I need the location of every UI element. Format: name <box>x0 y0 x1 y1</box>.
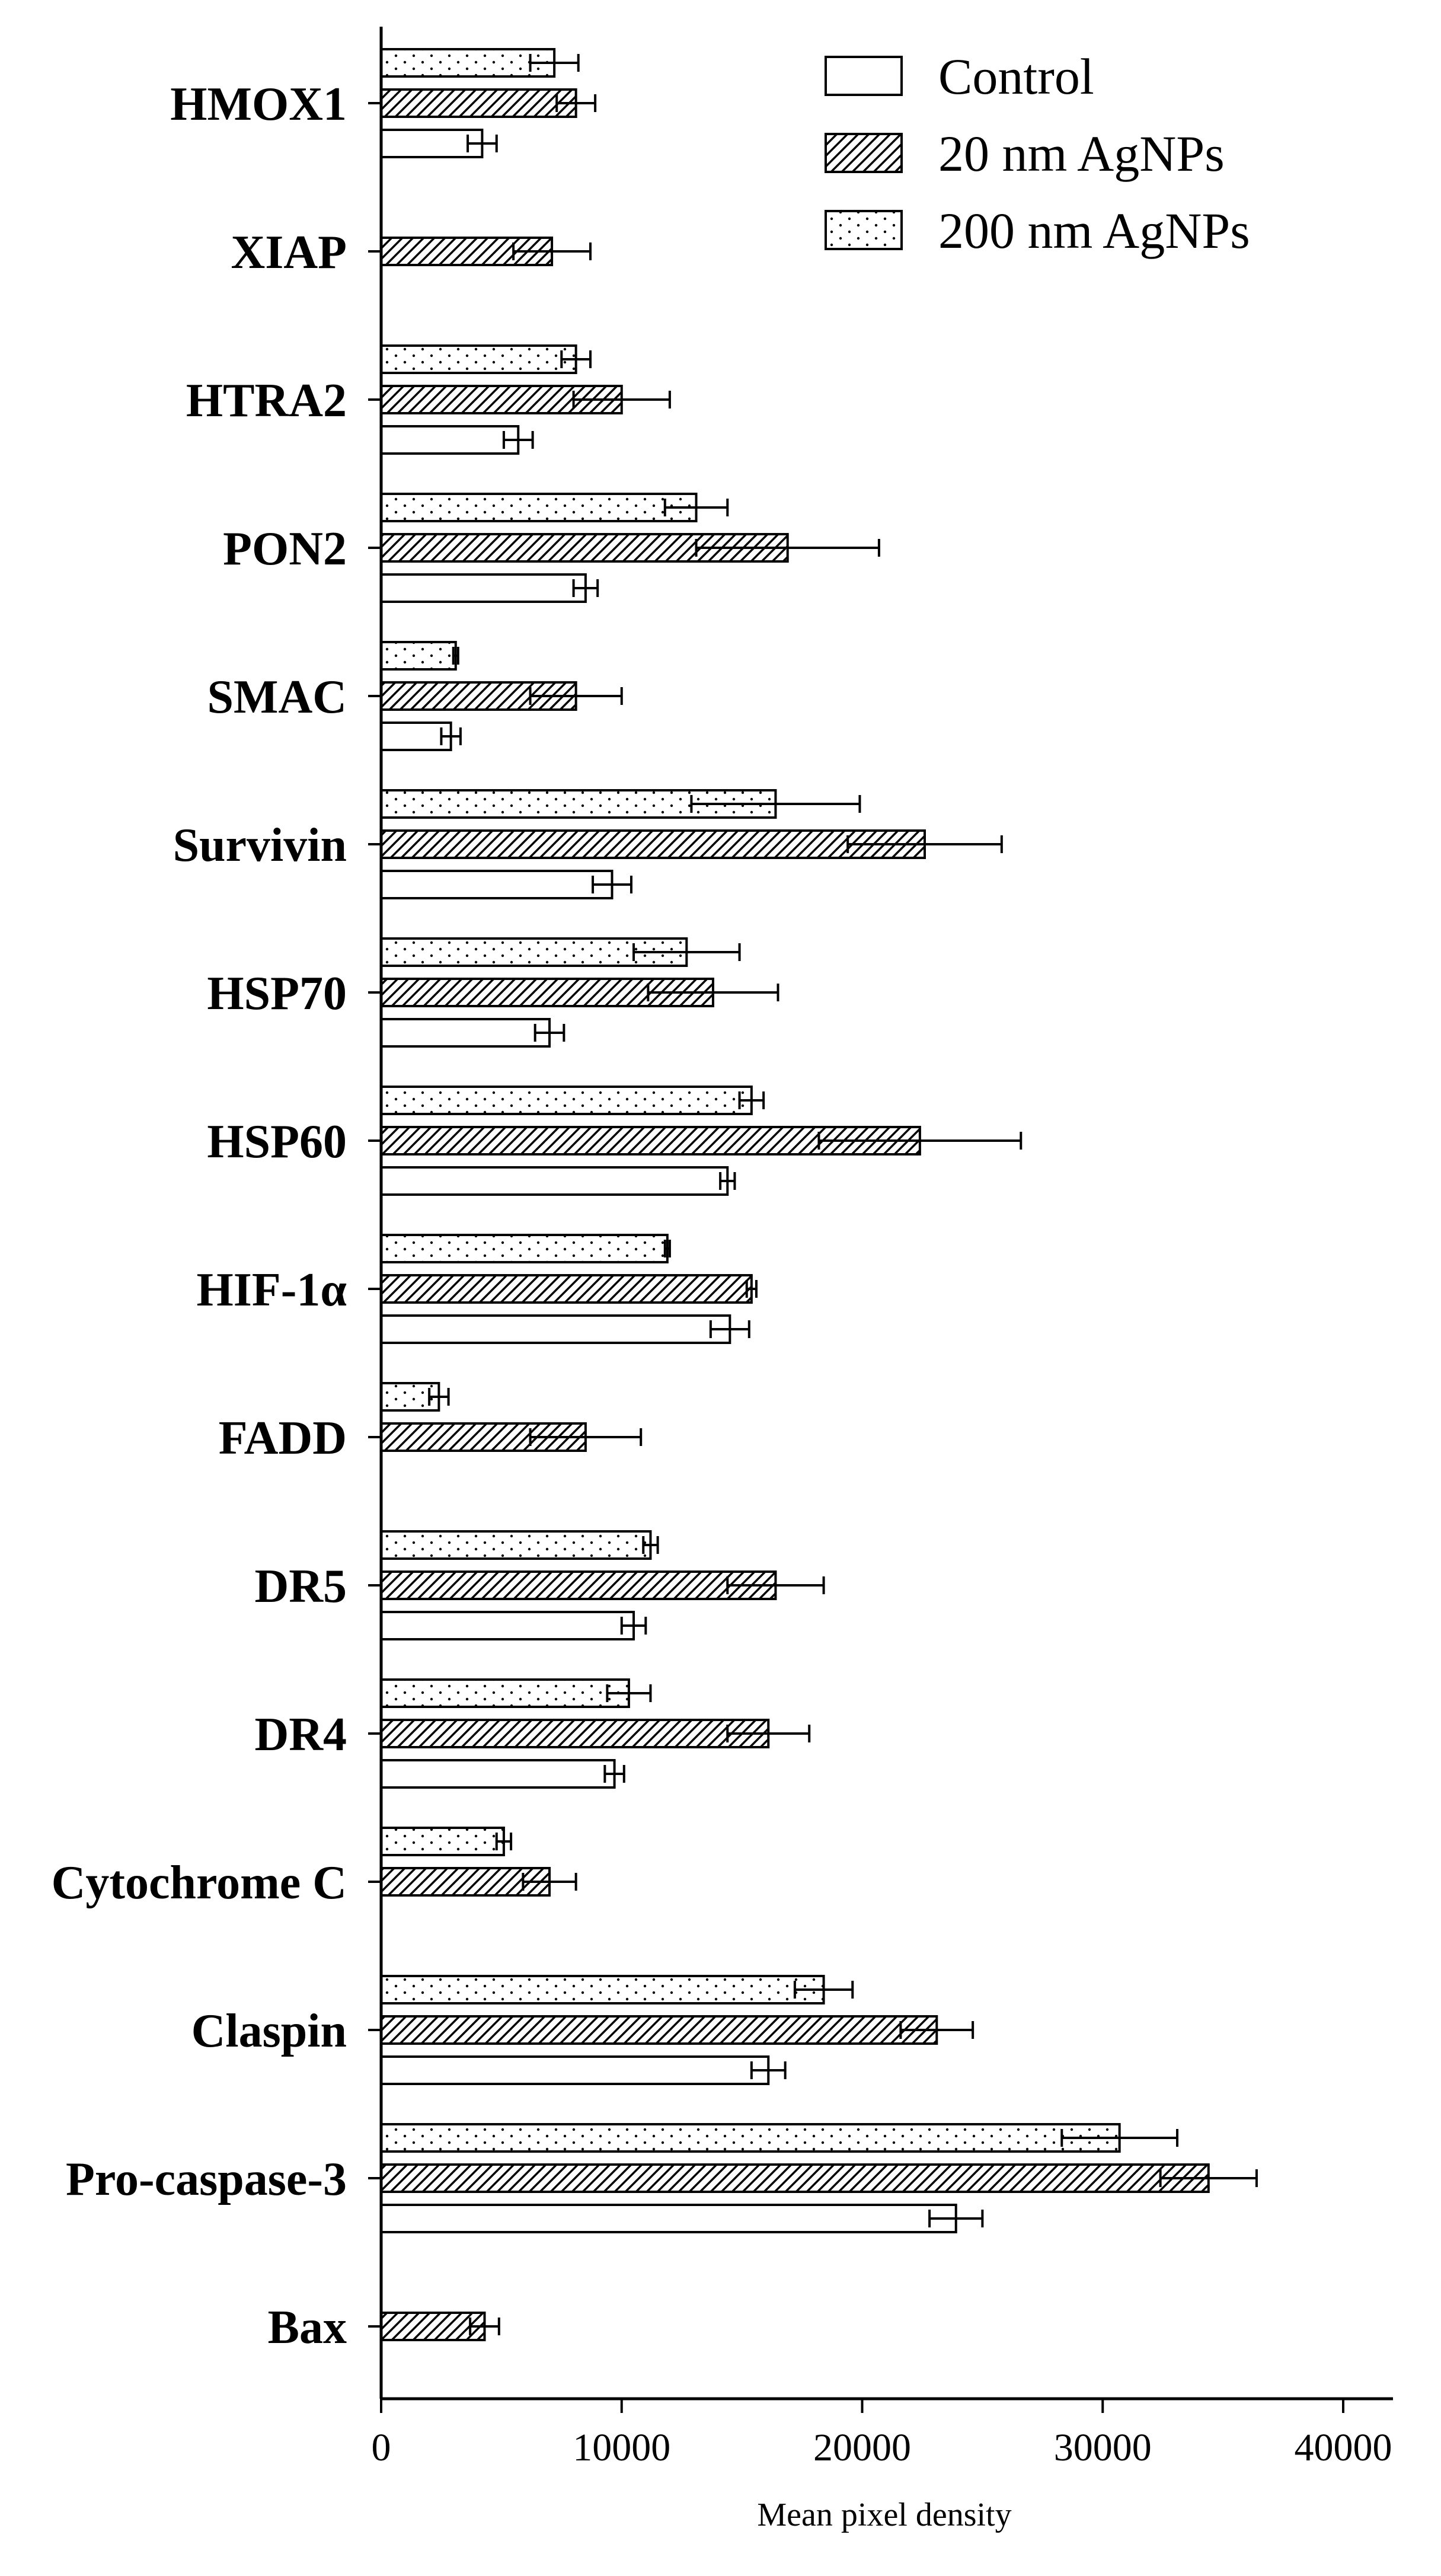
y-ticks <box>368 102 381 2328</box>
category-label-hsp60: HSP60 <box>207 1116 347 1168</box>
bar-200-nm-agnps-hmox1 <box>380 48 556 78</box>
category-label-claspin: Claspin <box>191 2005 347 2057</box>
category-label-smac: SMAC <box>207 671 347 723</box>
bar-20-nm-agnps-survivin <box>380 829 926 859</box>
category-label-survivin: Survivin <box>173 819 347 872</box>
bar-control-hif-1 <box>380 1314 731 1344</box>
x-axis-title: Mean pixel density <box>757 2497 1011 2533</box>
legend-label-200-nm-agnps: 200 nm AgNPs <box>938 202 1250 259</box>
category-label-cytochrome-c: Cytochrome C <box>52 1857 347 1909</box>
bar-200-nm-agnps-dr4 <box>380 1678 630 1708</box>
bar-control-claspin <box>380 2055 770 2085</box>
bar-200-nm-agnps-dr5 <box>380 1530 652 1560</box>
category-label-pon2: PON2 <box>223 523 347 575</box>
category-label-hif-1: HIF-1α <box>196 1264 347 1316</box>
x-tick-label-3: 30000 <box>1054 2426 1152 2469</box>
bar-200-nm-agnps-cytochrome-c <box>380 1827 505 1856</box>
category-label-dr4: DR4 <box>254 1709 347 1761</box>
category-label-hmox1: HMOX1 <box>170 78 347 130</box>
bar-control-dr4 <box>380 1759 616 1789</box>
bar-200-nm-agnps-smac <box>380 641 457 671</box>
bar-20-nm-agnps-pro-caspase-3 <box>380 2163 1210 2193</box>
bar-control-pro-caspase-3 <box>380 2204 957 2233</box>
legend-swatch-control <box>825 56 903 96</box>
category-label-htra2: HTRA2 <box>186 375 347 427</box>
legend-swatch-20-nm-agnps <box>825 133 903 173</box>
bar-200-nm-agnps-hsp60 <box>380 1086 753 1115</box>
bar-20-nm-agnps-dr4 <box>380 1719 770 1748</box>
bar-20-nm-agnps-hif-1 <box>380 1274 753 1304</box>
bar-control-hsp70 <box>380 1018 551 1048</box>
legend-label-control: Control <box>938 48 1094 105</box>
legend: Control 20 nm AgNPs 200 nm AgNPs <box>825 48 1250 259</box>
bar-control-dr5 <box>380 1611 635 1640</box>
bar-control-htra2 <box>380 425 520 455</box>
bar-20-nm-agnps-hmox1 <box>380 88 577 118</box>
x-ticks <box>380 2399 1344 2413</box>
bar-20-nm-agnps-bax <box>380 2312 486 2341</box>
error-bars-layer <box>428 54 1258 2335</box>
bar-200-nm-agnps-hif-1 <box>380 1234 669 1263</box>
x-tick-label-2: 20000 <box>813 2426 911 2469</box>
category-label-xiap: XIAP <box>231 226 347 279</box>
category-labels: HMOX1 XIAP HTRA2 PON2 SMAC Survivin HSP70 HSP60… <box>52 78 347 2354</box>
category-label-pro-caspase-3: Pro-caspase-3 <box>66 2153 347 2205</box>
category-label-dr5: DR5 <box>254 1560 347 1613</box>
legend-label-20-nm-agnps: 20 nm AgNPs <box>938 125 1225 182</box>
x-tick-label-0: 0 <box>372 2426 391 2469</box>
category-label-bax: Bax <box>268 2302 347 2354</box>
bar-control-hsp60 <box>380 1166 729 1196</box>
category-label-fadd: FADD <box>219 1412 347 1464</box>
bar-200-nm-agnps-pro-caspase-3 <box>380 2123 1121 2153</box>
x-tick-label-4: 40000 <box>1295 2426 1392 2469</box>
bar-20-nm-agnps-claspin <box>380 2015 938 2045</box>
bar-20-nm-agnps-dr5 <box>380 1571 777 1600</box>
bar-control-survivin <box>380 870 614 899</box>
legend-swatch-200-nm-agnps <box>825 210 903 250</box>
bar-200-nm-agnps-pon2 <box>380 493 698 522</box>
bar-200-nm-agnps-htra2 <box>380 344 577 374</box>
plot-area: HMOX1 XIAP HTRA2 PON2 SMAC Survivin HSP70 HSP60… <box>52 27 1393 2469</box>
x-tick-label-1: 10000 <box>573 2426 670 2469</box>
x-tick-labels: 0 10000 20000 30000 40000 <box>372 2426 1392 2469</box>
bar-200-nm-agnps-claspin <box>380 1975 825 2004</box>
category-label-hsp70: HSP70 <box>207 968 347 1020</box>
bar-control-pon2 <box>380 573 587 603</box>
